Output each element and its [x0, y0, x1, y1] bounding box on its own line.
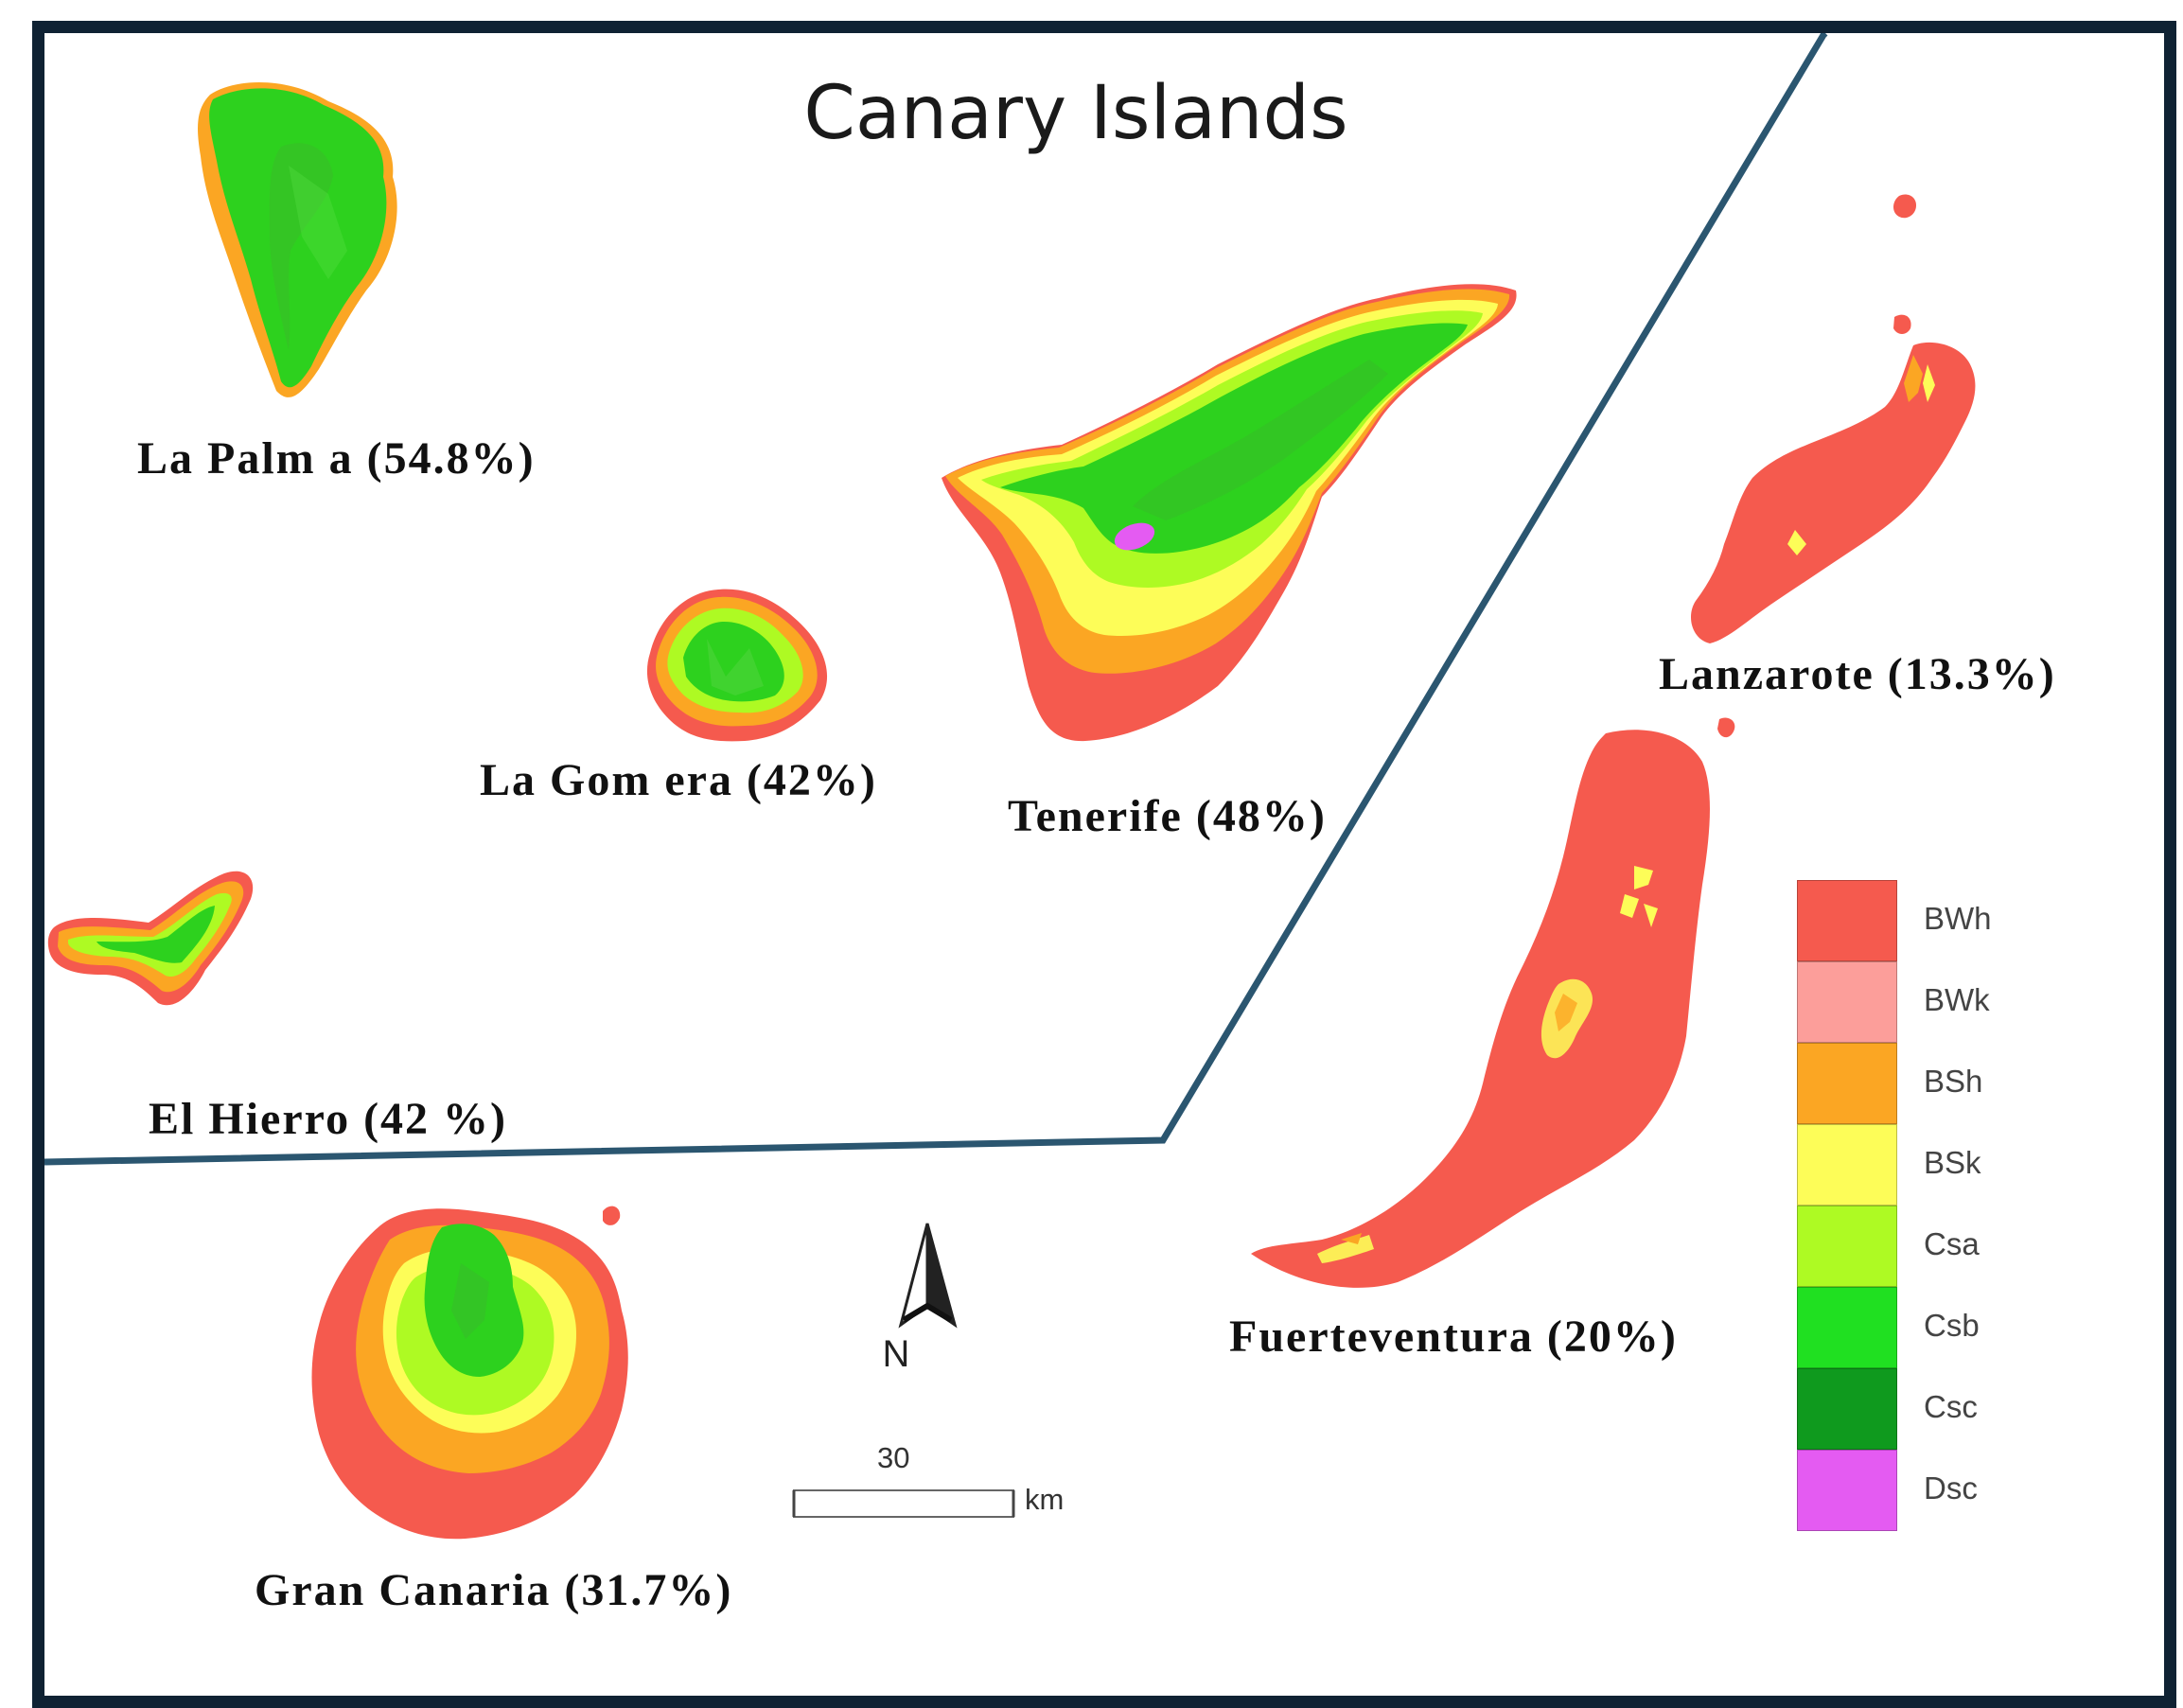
- legend-swatch: [1797, 961, 1897, 1043]
- label-fuerteventura: Fuerteventura (20%): [1229, 1312, 1678, 1362]
- legend-swatch: [1797, 1043, 1897, 1124]
- island-la-palma: [198, 81, 397, 397]
- inset-divider-line: [44, 33, 1828, 1166]
- legend-swatch: [1797, 1124, 1897, 1206]
- island-el-hierro: [47, 871, 254, 1006]
- legend-swatch: [1797, 1368, 1897, 1450]
- legend-label: BWh: [1924, 901, 1992, 936]
- north-arrow-label: N: [882, 1333, 910, 1375]
- scale-bar-value: 30: [877, 1441, 910, 1474]
- legend-item: BWk: [1797, 961, 2043, 1043]
- island-lanzarote: [1691, 194, 1976, 643]
- legend-label: Dsc: [1924, 1470, 1978, 1506]
- map-title: Canary Islands: [803, 71, 1348, 156]
- legend-label: Csa: [1924, 1226, 1980, 1261]
- legend-item: Dsc: [1797, 1450, 2043, 1531]
- legend-item: BSk: [1797, 1124, 2043, 1206]
- island-fuerteventura: [1251, 717, 1735, 1288]
- island-tenerife: [942, 284, 1517, 742]
- map-frame: Canary Islands La Palm a (54.8%) La Gom …: [32, 21, 2176, 1708]
- legend-swatch: [1797, 880, 1897, 961]
- legend-swatch: [1797, 1450, 1897, 1531]
- scale-bar: [792, 1489, 1015, 1518]
- label-lanzarote: Lanzarote (13.3%): [1659, 649, 2056, 699]
- legend-label: BSk: [1924, 1145, 1981, 1180]
- legend-item: Csc: [1797, 1368, 2043, 1450]
- label-gran-canaria: Gran Canaria (31.7%): [255, 1565, 733, 1615]
- legend-label: Csb: [1924, 1308, 1980, 1343]
- map-canvas: [44, 33, 1976, 1540]
- label-tenerife: Tenerife (48%): [1008, 791, 1327, 841]
- teide-summit: [1114, 522, 1155, 551]
- legend-swatch: [1797, 1287, 1897, 1368]
- island-gran-canaria: [311, 1206, 628, 1540]
- legend-item: Csa: [1797, 1206, 2043, 1287]
- legend-label: Csc: [1924, 1389, 1978, 1424]
- label-el-hierro: El Hierro (42 %): [149, 1094, 508, 1144]
- legend-swatch: [1797, 1206, 1897, 1287]
- legend-item: BWh: [1797, 880, 2043, 961]
- north-arrow: [898, 1223, 958, 1329]
- label-la-gomera: La Gom era (42%): [480, 755, 877, 805]
- inset-divider: [44, 33, 1828, 1166]
- island-la-gomera: [646, 589, 828, 742]
- legend-item: Csb: [1797, 1287, 2043, 1368]
- legend-label: BSh: [1924, 1064, 1983, 1099]
- scale-bar-unit: km: [1025, 1483, 1065, 1516]
- legend-item: BSh: [1797, 1043, 2043, 1124]
- legend-label: BWk: [1924, 982, 1990, 1017]
- label-la-palma: La Palm a (54.8%): [137, 433, 536, 484]
